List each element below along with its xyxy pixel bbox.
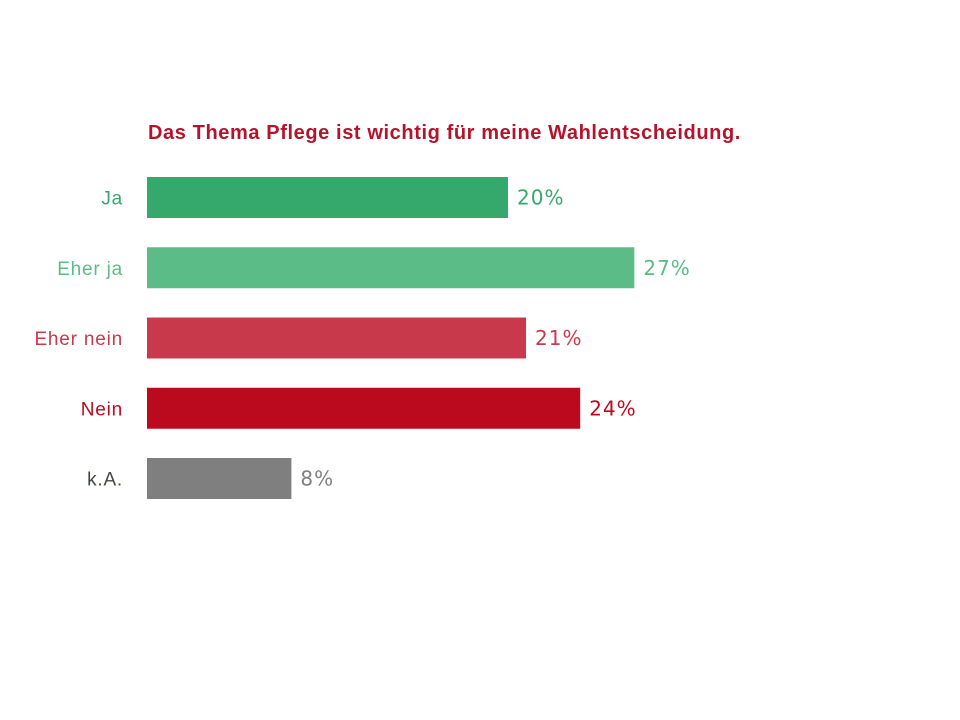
bar-eher-nein <box>147 317 527 359</box>
bars-group: Ja 20% Eher ja 27% Eher nein 21% Nein 24% k.A. 8% <box>34 177 690 499</box>
bar-nein <box>147 387 581 429</box>
category-label-eher-ja: Eher ja <box>57 259 123 280</box>
category-label-eher-nein: Eher nein <box>34 329 123 350</box>
category-label-k-a: k.A. <box>87 470 123 491</box>
data-label-eher-nein: 21% <box>535 326 582 350</box>
bar-row-nein: Nein 24% <box>81 387 636 429</box>
data-label-nein: 24% <box>589 396 636 420</box>
bar-ja <box>147 177 508 218</box>
bar-row-k-a: k.A. 8% <box>87 458 334 499</box>
category-label-ja: Ja <box>101 189 123 210</box>
category-label-nein: Nein <box>81 399 123 420</box>
data-label-eher-ja: 27% <box>643 256 690 280</box>
bar-row-eher-ja: Eher ja 27% <box>57 247 690 289</box>
chart-title: Das Thema Pflege ist wichtig für meine W… <box>148 122 741 144</box>
bar-k-a <box>147 458 292 499</box>
data-label-k-a: 8% <box>300 467 334 491</box>
bar-eher-ja <box>147 247 635 289</box>
bar-row-eher-nein: Eher nein 21% <box>34 317 582 359</box>
data-label-ja: 20% <box>517 186 564 210</box>
bar-row-ja: Ja 20% <box>101 177 564 218</box>
